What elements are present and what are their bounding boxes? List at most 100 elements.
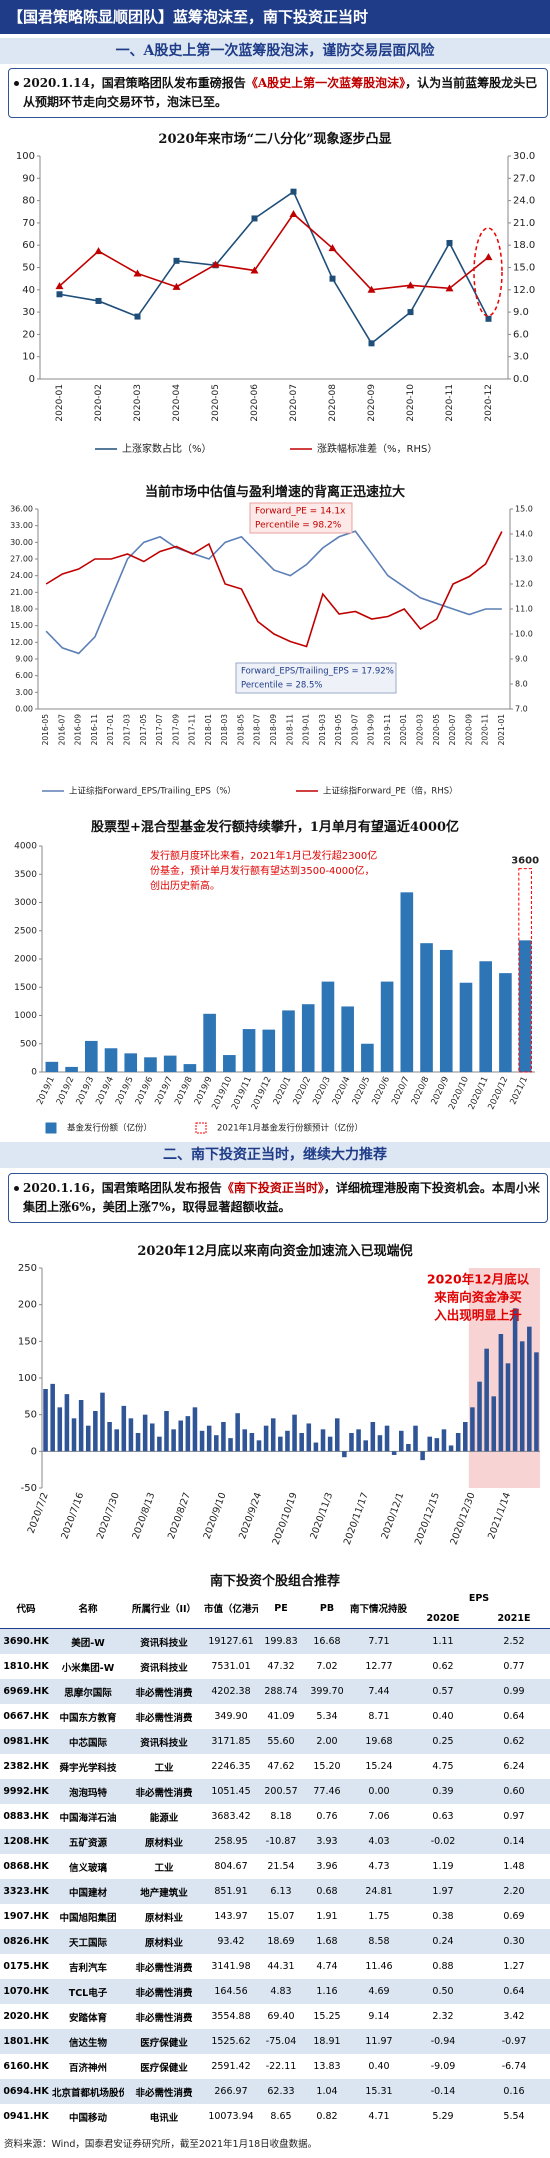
y-tick-label: 70 [22, 218, 35, 229]
bar [441, 1429, 447, 1452]
legend-label: 上涨家数占比（%） [122, 442, 212, 455]
table-cell: 1.97 [408, 1879, 478, 1904]
table-cell: 资讯科技业 [124, 1628, 204, 1654]
marker [485, 315, 492, 322]
table-cell: 93.42 [204, 1929, 258, 1954]
table-cell: 8.65 [270, 2111, 292, 2122]
marker [94, 247, 103, 255]
x-tick-label: 2020-06 [250, 384, 260, 422]
bar [491, 1396, 497, 1452]
table-cell: 0.64 [478, 1979, 550, 2004]
note-highlight: 《A股史上第一次蓝筹股泡沫》 [245, 76, 406, 90]
marker [95, 297, 102, 304]
table-row: 0667.HK 中国东方教育 非必需性消费 349.90 41.09 5.34 8.71 0.… [0, 1704, 550, 1729]
y-tick-label: 14.0 [515, 530, 533, 539]
annotation: Forward_PE = 14.1x [255, 507, 346, 517]
y-tick-label: 1500 [14, 983, 37, 993]
table-row: 0868.HK 信义玻璃 工业 804.67 21.54 3.96 4.73 1.19 1.48 [0, 1854, 550, 1879]
table-row: 3690.HK 美团-W 资讯科技业 19127.61 199.83 16.68 7.71 1… [0, 1628, 550, 1654]
column-header: EPS [468, 1592, 490, 1604]
annotation: Percentile = 28.5% [241, 681, 322, 691]
marker [211, 260, 220, 268]
bar [65, 1066, 78, 1072]
x-tick-label: 2019/3 [75, 1075, 97, 1106]
table-cell: 69.40 [267, 2011, 295, 2022]
bar [263, 1425, 269, 1452]
table-cell: 中国东方教育 [59, 1712, 117, 1724]
x-tick-label: 2016-07 [57, 714, 66, 746]
table-cell: 0.64 [503, 1711, 525, 1722]
annotation-box [235, 662, 397, 694]
table-cell: 5.54 [503, 2111, 525, 2122]
table-cell: 1.75 [368, 1911, 390, 1922]
y-tick-label: 18.0 [513, 240, 535, 251]
x-tick-label: 2018-09 [269, 714, 278, 746]
chart: 0 10 20 30 40 50 60 70 80 90 100 0.0 3.0 6.0 9.0 12.0 15… [16, 151, 535, 455]
x-tick-label: 2019-09 [367, 714, 376, 746]
highlight-ellipse [473, 227, 503, 317]
y-tick-label: 13.0 [515, 555, 533, 564]
y-tick-label: 36.00 [10, 505, 33, 514]
bar [363, 1440, 368, 1452]
column-header: 南下情况持股占比 [350, 1588, 408, 1629]
column-header: 市值（亿港元） [204, 1588, 258, 1629]
x-tick-label: 2017-05 [139, 714, 148, 746]
table-cell: 安踏体育 [68, 2012, 107, 2024]
y-tick-label: 0 [31, 1068, 37, 1078]
bar [459, 982, 473, 1072]
y-tick-label: 7.0 [515, 705, 528, 714]
table-cell: 0.16 [478, 2079, 550, 2104]
bar [463, 1422, 468, 1452]
table-cell: 北京首都机场股份 [52, 2079, 124, 2104]
column-header: PE [258, 1588, 304, 1629]
bar [285, 1430, 290, 1452]
x-tick-label: 2020/9/10 [202, 1491, 229, 1541]
table-cell: 3171.85 [204, 1729, 258, 1754]
marker [290, 188, 297, 195]
bar [163, 1055, 177, 1072]
y-tick-label: 0.0 [513, 374, 529, 385]
table-cell: 55.60 [258, 1729, 304, 1754]
bar [228, 1438, 233, 1452]
table-cell: 非必需性消费 [124, 1679, 204, 1704]
x-tick-label: 2017-07 [155, 714, 164, 746]
x-tick-label: 2020/7/16 [59, 1491, 86, 1541]
table-cell: 851.91 [204, 1879, 258, 1904]
y-tick-label: 8.0 [515, 680, 528, 689]
table-cell: 15.24 [365, 1761, 393, 1772]
table-cell: 199.83 [258, 1628, 304, 1654]
bar [114, 1429, 119, 1452]
table-cell: 200.57 [258, 1779, 304, 1804]
bar [477, 1381, 482, 1452]
table-cell: 中国旭阳集团 [59, 1912, 117, 1924]
marker [407, 309, 414, 316]
x-tick-label: 2020/11/3 [308, 1491, 335, 1541]
y-tick-label: 15.00 [10, 621, 33, 630]
y-tick-label: 24.00 [10, 571, 33, 580]
y-tick-label: 21.0 [513, 218, 535, 229]
table-cell: 10073.94 [208, 2111, 254, 2122]
legend-swatch [195, 1122, 207, 1134]
y-tick-label: 9.0 [515, 655, 528, 664]
bar [214, 1435, 219, 1452]
bar [242, 1429, 248, 1452]
bar [223, 1055, 236, 1072]
bar [104, 1048, 118, 1072]
column-header: 名称 [52, 1588, 124, 1629]
table-cell: 18.69 [258, 1929, 304, 1954]
x-tick-label: 2020-05 [432, 714, 441, 746]
table-cell: 0175.HK [3, 1961, 49, 1972]
bar [144, 1057, 157, 1072]
bar [43, 1389, 48, 1452]
y-tick-label: 3.00 [15, 688, 33, 697]
x-tick-label: 2020-10 [406, 384, 416, 422]
bar [398, 1430, 404, 1452]
bar [342, 1451, 347, 1458]
marker [250, 266, 259, 274]
x-tick-label: 2019/4 [94, 1075, 116, 1106]
x-tick-label: 2018-01 [204, 714, 213, 746]
bar [306, 1423, 312, 1452]
table-cell: 19127.61 [204, 1628, 258, 1654]
table-cell: -9.09 [430, 2061, 456, 2072]
